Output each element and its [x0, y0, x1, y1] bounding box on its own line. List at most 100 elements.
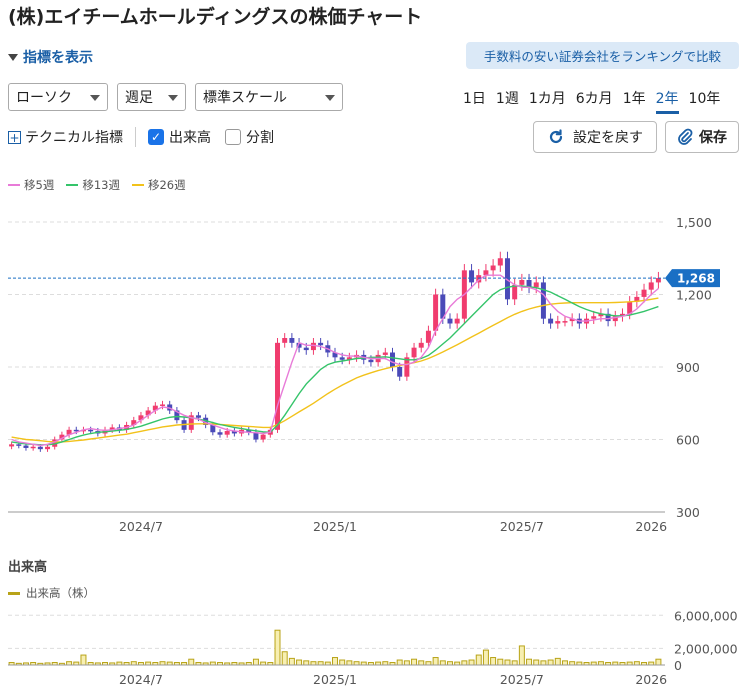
candle-body: [504, 258, 510, 300]
candle-body: [598, 313, 604, 317]
candle-body: [275, 342, 280, 430]
candle-body: [490, 265, 496, 271]
candle-body: [533, 282, 539, 288]
candle-body: [152, 405, 158, 411]
period-tab[interactable]: 10年: [688, 91, 721, 107]
y-tick-label: 1,200: [676, 288, 712, 303]
candle-body: [37, 446, 43, 450]
legend-swatch-ma26: [131, 184, 144, 186]
candle-body: [368, 359, 374, 363]
volume-bar: [511, 660, 518, 666]
chart-type-value: ローソク: [16, 90, 72, 106]
candle-body: [231, 431, 237, 434]
candle-body: [418, 342, 424, 348]
volume-bar: [339, 659, 346, 666]
candle-body: [591, 316, 597, 319]
candle-body: [210, 425, 216, 433]
volume-bar: [461, 660, 468, 666]
candle-body: [45, 446, 51, 450]
volume-bar: [274, 629, 281, 666]
candle-body: [52, 439, 58, 447]
period-tabs: 1日 1週 1カ月 6カ月 1年 2年 10年: [463, 88, 730, 114]
period-tab[interactable]: 6カ月: [575, 91, 613, 107]
candle-body: [569, 318, 575, 322]
legend-label-volume: 出来高（株）: [26, 586, 95, 600]
period-tab[interactable]: 1日: [463, 91, 486, 107]
volume-bar: [188, 658, 195, 666]
volume-bar: [655, 658, 662, 666]
chevron-down-icon: [168, 95, 178, 101]
legend-label-ma26: 移26週: [147, 178, 186, 192]
chevron-down-icon: [325, 95, 335, 101]
candle-body: [59, 434, 65, 440]
broker-ranking-link[interactable]: 手数料の安い証券会社をランキングで比較: [466, 42, 739, 69]
volume-bar: [497, 658, 504, 666]
candle-body: [555, 321, 561, 324]
volume-chart[interactable]: 6,000,000 2,000,000 0 2024/7 2025/1 2025/7 202…: [0, 603, 745, 693]
volume-checkbox[interactable]: ✓: [148, 129, 164, 145]
candle-body: [289, 338, 295, 343]
candle-body: [519, 280, 525, 285]
candle-body: [346, 357, 352, 360]
candle-body: [160, 404, 166, 406]
legend-label-ma5: 移5週: [24, 178, 55, 192]
candle-body: [188, 415, 194, 430]
options-row: + テクニカル指標 ✓ 出来高 分割: [8, 127, 274, 147]
show-indicators-label: 指標を表示: [23, 50, 93, 66]
period-tab-active[interactable]: 2年: [655, 88, 679, 114]
paperclip-icon: [678, 128, 693, 145]
current-price-label: 1,268: [677, 272, 715, 286]
legend-item-ma5: 移5週: [8, 177, 54, 193]
volume-bar: [252, 658, 259, 666]
volume-bar: [332, 657, 338, 666]
period-tab[interactable]: 1週: [495, 91, 519, 107]
candle-body: [390, 352, 395, 367]
ma-legend: 移5週 移13週 移26週: [8, 177, 198, 193]
candle-body: [9, 444, 15, 447]
candle-body: [66, 429, 72, 435]
candle-body: [303, 347, 309, 351]
candle-body: [526, 280, 532, 288]
y-tick-label: 1,500: [676, 215, 712, 230]
show-indicators-toggle[interactable]: 指標を表示: [8, 47, 93, 67]
plus-icon[interactable]: +: [8, 130, 21, 145]
candle-body: [655, 278, 661, 283]
candle-body: [246, 429, 252, 433]
reset-settings-button[interactable]: 設定を戻す: [533, 121, 657, 153]
candle-body: [282, 338, 288, 343]
scale-select[interactable]: 標準スケール: [195, 83, 343, 111]
page-title: (株)エイチームホールディングスの株価チャート: [8, 6, 423, 28]
volume-checkbox-label: 出来高: [169, 130, 211, 146]
candle-body: [476, 275, 482, 283]
current-price-tag: [665, 269, 720, 288]
volume-bar: [432, 657, 439, 666]
candle-body: [648, 282, 654, 290]
candle-body: [339, 357, 345, 360]
candle-body: [296, 342, 302, 348]
chart-type-select[interactable]: ローソク: [8, 83, 108, 111]
candle-body: [433, 294, 439, 331]
period-tab[interactable]: 1カ月: [528, 91, 566, 107]
volume-y-tick-label: 2,000,000: [674, 641, 738, 656]
divider: [135, 127, 136, 147]
legend-swatch-ma5: [8, 184, 20, 186]
scale-value: 標準スケール: [203, 90, 287, 106]
technical-indicators-link[interactable]: テクニカル指標: [25, 130, 123, 146]
volume-bar: [490, 657, 497, 666]
volume-bar: [526, 658, 533, 666]
volume-bar: [418, 660, 425, 666]
candle-body: [80, 429, 86, 432]
save-button[interactable]: 保存: [665, 121, 739, 153]
volume-x-tick-label: 2026: [635, 672, 667, 687]
legend-item-ma13: 移13週: [66, 177, 120, 193]
candle-body: [174, 410, 180, 421]
interval-select[interactable]: 週足: [117, 83, 186, 111]
period-tab[interactable]: 1年: [622, 91, 646, 107]
price-chart[interactable]: 1,500 1,200 900 600 300 2024/7 2025/1 2025/7 202…: [0, 200, 745, 540]
volume-bar: [475, 654, 482, 666]
candle-body: [562, 321, 568, 323]
candle-body: [619, 313, 625, 317]
volume-bar: [504, 659, 511, 666]
volume-bar: [482, 649, 489, 666]
split-checkbox[interactable]: [225, 129, 241, 145]
